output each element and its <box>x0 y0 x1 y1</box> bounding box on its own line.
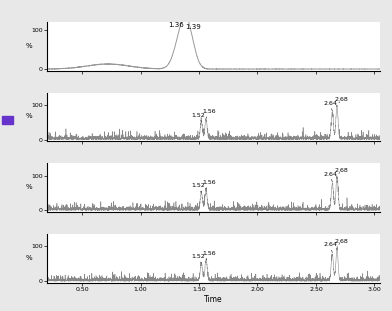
Text: 1.56: 1.56 <box>203 180 216 189</box>
Text: 2.68: 2.68 <box>335 97 348 103</box>
Text: 2.68: 2.68 <box>335 239 348 244</box>
Text: 1.36: 1.36 <box>168 22 183 28</box>
Y-axis label: %: % <box>25 114 32 119</box>
X-axis label: Time: Time <box>204 295 223 304</box>
Text: 1.39: 1.39 <box>185 24 200 30</box>
Text: 1.52: 1.52 <box>191 254 205 263</box>
Y-axis label: %: % <box>25 43 32 49</box>
Text: 1.52: 1.52 <box>191 113 205 122</box>
Text: 1.52: 1.52 <box>191 183 205 192</box>
Text: 2.64: 2.64 <box>323 101 337 111</box>
Text: 1.56: 1.56 <box>203 109 216 118</box>
Y-axis label: %: % <box>25 184 32 190</box>
Text: 2.68: 2.68 <box>335 168 348 174</box>
Text: 1.56: 1.56 <box>203 251 216 260</box>
Bar <box>2 115 13 124</box>
Text: 2.64: 2.64 <box>323 172 337 182</box>
Text: 2.64: 2.64 <box>323 242 337 253</box>
Y-axis label: %: % <box>25 255 32 261</box>
